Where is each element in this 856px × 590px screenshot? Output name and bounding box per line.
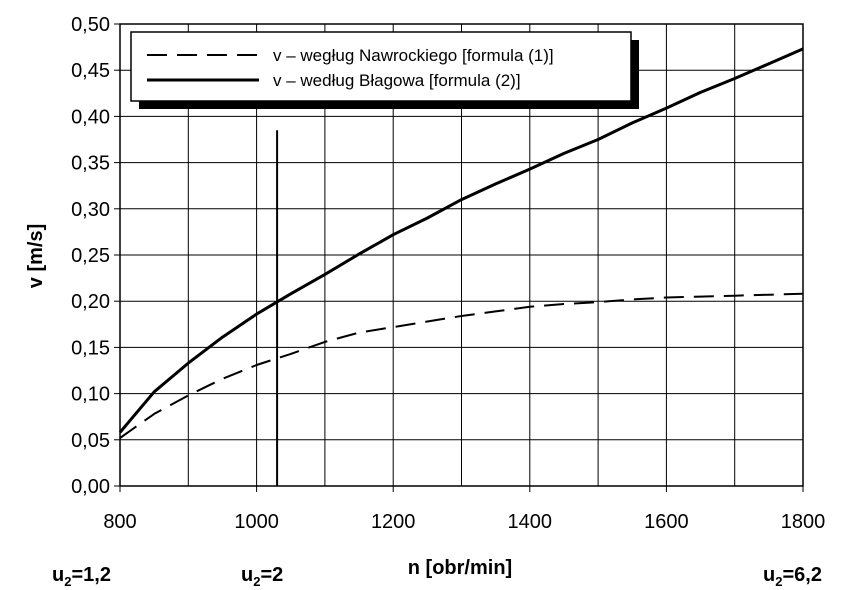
u2-label-3: u2=6,2 — [763, 564, 822, 589]
x-tick-label: 1000 — [234, 511, 279, 533]
series-lines — [118, 47, 804, 439]
series-line-1 — [119, 292, 804, 439]
y-tick-label: 0,35 — [71, 153, 110, 175]
legend-label-2: v – według Błagowa [formula (2)] — [273, 71, 521, 90]
x-tick-label: 1600 — [644, 511, 689, 533]
y-tick-label: 0,10 — [71, 384, 110, 406]
series-line-2 — [118, 47, 804, 434]
legend-label-1: v – wegług Nawrockiego [formula (1)] — [273, 46, 554, 65]
y-tick-label: 0,00 — [71, 476, 110, 498]
x-tick-label: 1200 — [371, 511, 416, 533]
legend: v – wegług Nawrockiego [formula (1)] v –… — [130, 31, 639, 109]
x-axis-title: n [obr/min] — [408, 557, 512, 579]
y-tick-label: 0,40 — [71, 106, 110, 128]
y-tick-label: 0,30 — [71, 199, 110, 221]
y-tick-label: 0,50 — [71, 14, 110, 36]
y-tick-label: 0,05 — [71, 430, 110, 452]
x-tick-label: 800 — [103, 511, 136, 533]
u2-label-1: u2=1,2 — [52, 564, 111, 589]
legend-box — [130, 31, 632, 102]
y-axis-title: v [m/s] — [25, 224, 47, 288]
y-tick-label: 0,25 — [71, 245, 110, 267]
x-axis-ticks: 800 1000 1200 1400 1600 1800 — [103, 486, 825, 533]
u2-label-2: u2=2 — [241, 564, 284, 589]
y-axis-ticks: 0,00 0,05 0,10 0,15 0,20 0,25 0,30 0,35 0,40 0,45… — [71, 14, 120, 498]
x-tick-label: 1400 — [508, 511, 553, 533]
y-tick-label: 0,15 — [71, 337, 110, 359]
y-tick-label: 0,20 — [71, 291, 110, 313]
y-tick-label: 0,45 — [71, 60, 110, 82]
x-tick-label: 1800 — [781, 511, 826, 533]
